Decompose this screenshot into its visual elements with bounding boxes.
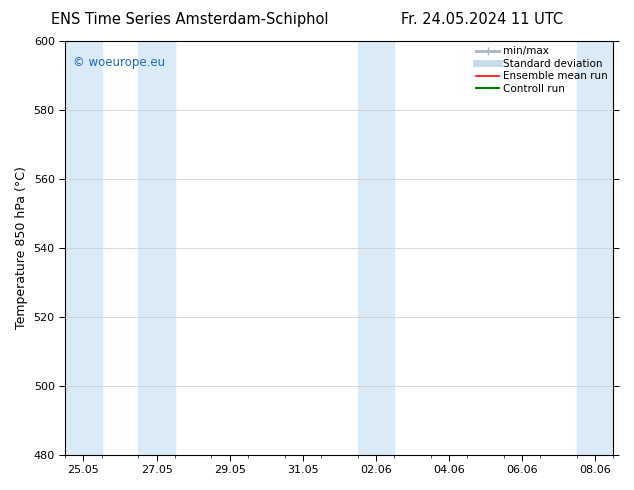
Y-axis label: Temperature 850 hPa (°C): Temperature 850 hPa (°C) [15,167,28,329]
Bar [65,41,102,455]
Text: Fr. 24.05.2024 11 UTC: Fr. 24.05.2024 11 UTC [401,12,563,27]
Legend: min/max, Standard deviation, Ensemble mean run, Controll run: min/max, Standard deviation, Ensemble me… [474,44,611,96]
Bar [577,41,634,455]
Bar [358,41,394,455]
Bar [138,41,175,455]
Text: ENS Time Series Amsterdam-Schiphol: ENS Time Series Amsterdam-Schiphol [51,12,329,27]
Text: © woeurope.eu: © woeurope.eu [74,55,165,69]
